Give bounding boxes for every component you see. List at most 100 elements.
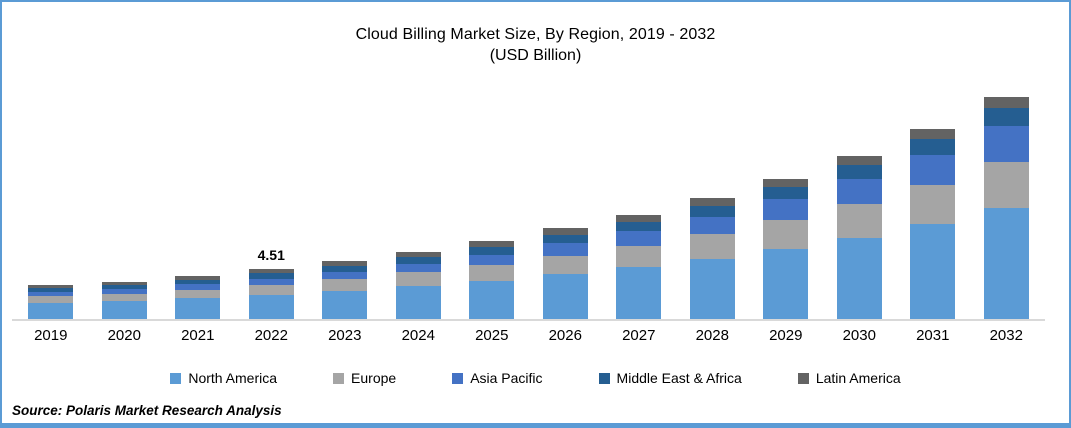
x-axis-line [12,319,1045,321]
bar-segment [689,258,735,319]
bar-segment [469,264,515,281]
bar-segment [542,243,588,256]
bar-segment [395,257,441,264]
x-axis-label: 2024 [401,327,435,344]
bar-segment [322,290,368,319]
legend-swatch-icon [170,372,182,384]
bar-segment [910,224,956,319]
bar-segment [616,231,662,246]
bar-segment [983,96,1029,109]
bar-segment [910,184,956,225]
bar-segment [101,293,147,302]
legend-swatch-icon [598,372,610,384]
bar-column-2032 [970,89,1044,319]
bar-segment [322,265,368,272]
data-label: 4.51 [257,246,285,263]
bar-segment [836,237,882,319]
bar-segment [689,197,735,206]
bar-segment [910,138,956,155]
x-axis-label: 2028 [695,327,729,344]
stacked-bar-2022: 4.51 [248,247,294,319]
source-attribution: Source: Polaris Market Research Analysis [12,403,282,418]
bar-segment [763,199,809,221]
bar-column-2029 [749,89,823,319]
bar-column-2019 [14,89,88,319]
bar-segment [542,274,588,319]
stacked-bar-2029 [763,178,809,319]
bar-column-2027 [602,89,676,319]
bar-column-2031 [896,89,970,319]
x-axis-label: 2026 [548,327,582,344]
bar-segment [763,178,809,188]
stacked-bar-2026 [542,228,588,319]
bar-column-2020 [88,89,162,319]
x-axis-label: 2030 [842,327,876,344]
bar-segment [836,203,882,238]
stacked-bar-2031 [910,128,956,319]
plot-area: 4.51 [14,89,1043,319]
bar-segment [469,241,515,248]
legend-label: Latin America [815,370,901,386]
x-axis-label: 2020 [107,327,141,344]
bar-segment [542,255,588,274]
bar-segment [395,251,441,258]
legend-item: Asia Pacific [452,370,543,386]
bar-segment [28,285,74,288]
chart-title: Cloud Billing Market Size, By Region, 20… [355,26,716,43]
bar-segment [175,289,221,299]
legend-label: Middle East & Africa [616,370,742,386]
bar-segment [983,208,1029,319]
bar-segment [322,279,368,291]
bar-segment [542,234,588,244]
bar-segment [395,272,441,286]
bar-column-2024 [382,89,456,319]
bar-column-2026 [529,89,603,319]
x-axis-label: 2025 [475,327,509,344]
bar-segment [836,178,882,204]
bar-segment [248,269,294,274]
bar-segment [983,108,1029,127]
bar-segment [175,279,221,285]
legend-item: Europe [333,370,396,386]
bar-column-2021 [161,89,235,319]
legend-label: North America [188,370,278,386]
stacked-bar-2032 [983,96,1029,319]
bar-column-2030 [823,89,897,319]
legend-label: Europe [351,370,397,386]
bar-segment [175,276,221,280]
bar-segment [395,285,441,319]
bar-segment [763,220,809,250]
bar-segment [910,154,956,185]
bar-segment [910,128,956,139]
bar-segment [101,288,147,294]
bar-segment [616,245,662,268]
x-axis-label: 2019 [34,327,68,344]
x-axis-label: 2031 [916,327,950,344]
x-axis-label: 2022 [254,327,288,344]
bar-segment [28,291,74,297]
stacked-bar-2020 [101,281,147,319]
bar-segment [469,280,515,319]
bar-segment [101,284,147,289]
stacked-bar-2024 [395,251,441,319]
bar-column-2028 [676,89,750,319]
stacked-bar-2019 [28,285,74,319]
chart-title-block: Cloud Billing Market Size, By Region, 20… [2,24,1069,66]
bar-segment [28,296,74,304]
bar-segment [395,263,441,273]
bar-segment [101,301,147,319]
bar-segment [322,271,368,280]
bar-segment [542,228,588,235]
x-axis-label: 2032 [989,327,1023,344]
bottom-accent-bar [2,423,1069,428]
bar-segment [469,247,515,255]
legend-label: Asia Pacific [470,370,543,386]
bar-segment [763,249,809,319]
stacked-bar-2023 [322,260,368,319]
bar-segment [28,287,74,292]
legend-item: Middle East & Africa [598,370,742,386]
legend: North America Europe Asia Pacific Middle Ea… [2,370,1069,386]
bar-segment [689,216,735,234]
x-axis-label: 2021 [181,327,215,344]
x-axis-label: 2023 [328,327,362,344]
